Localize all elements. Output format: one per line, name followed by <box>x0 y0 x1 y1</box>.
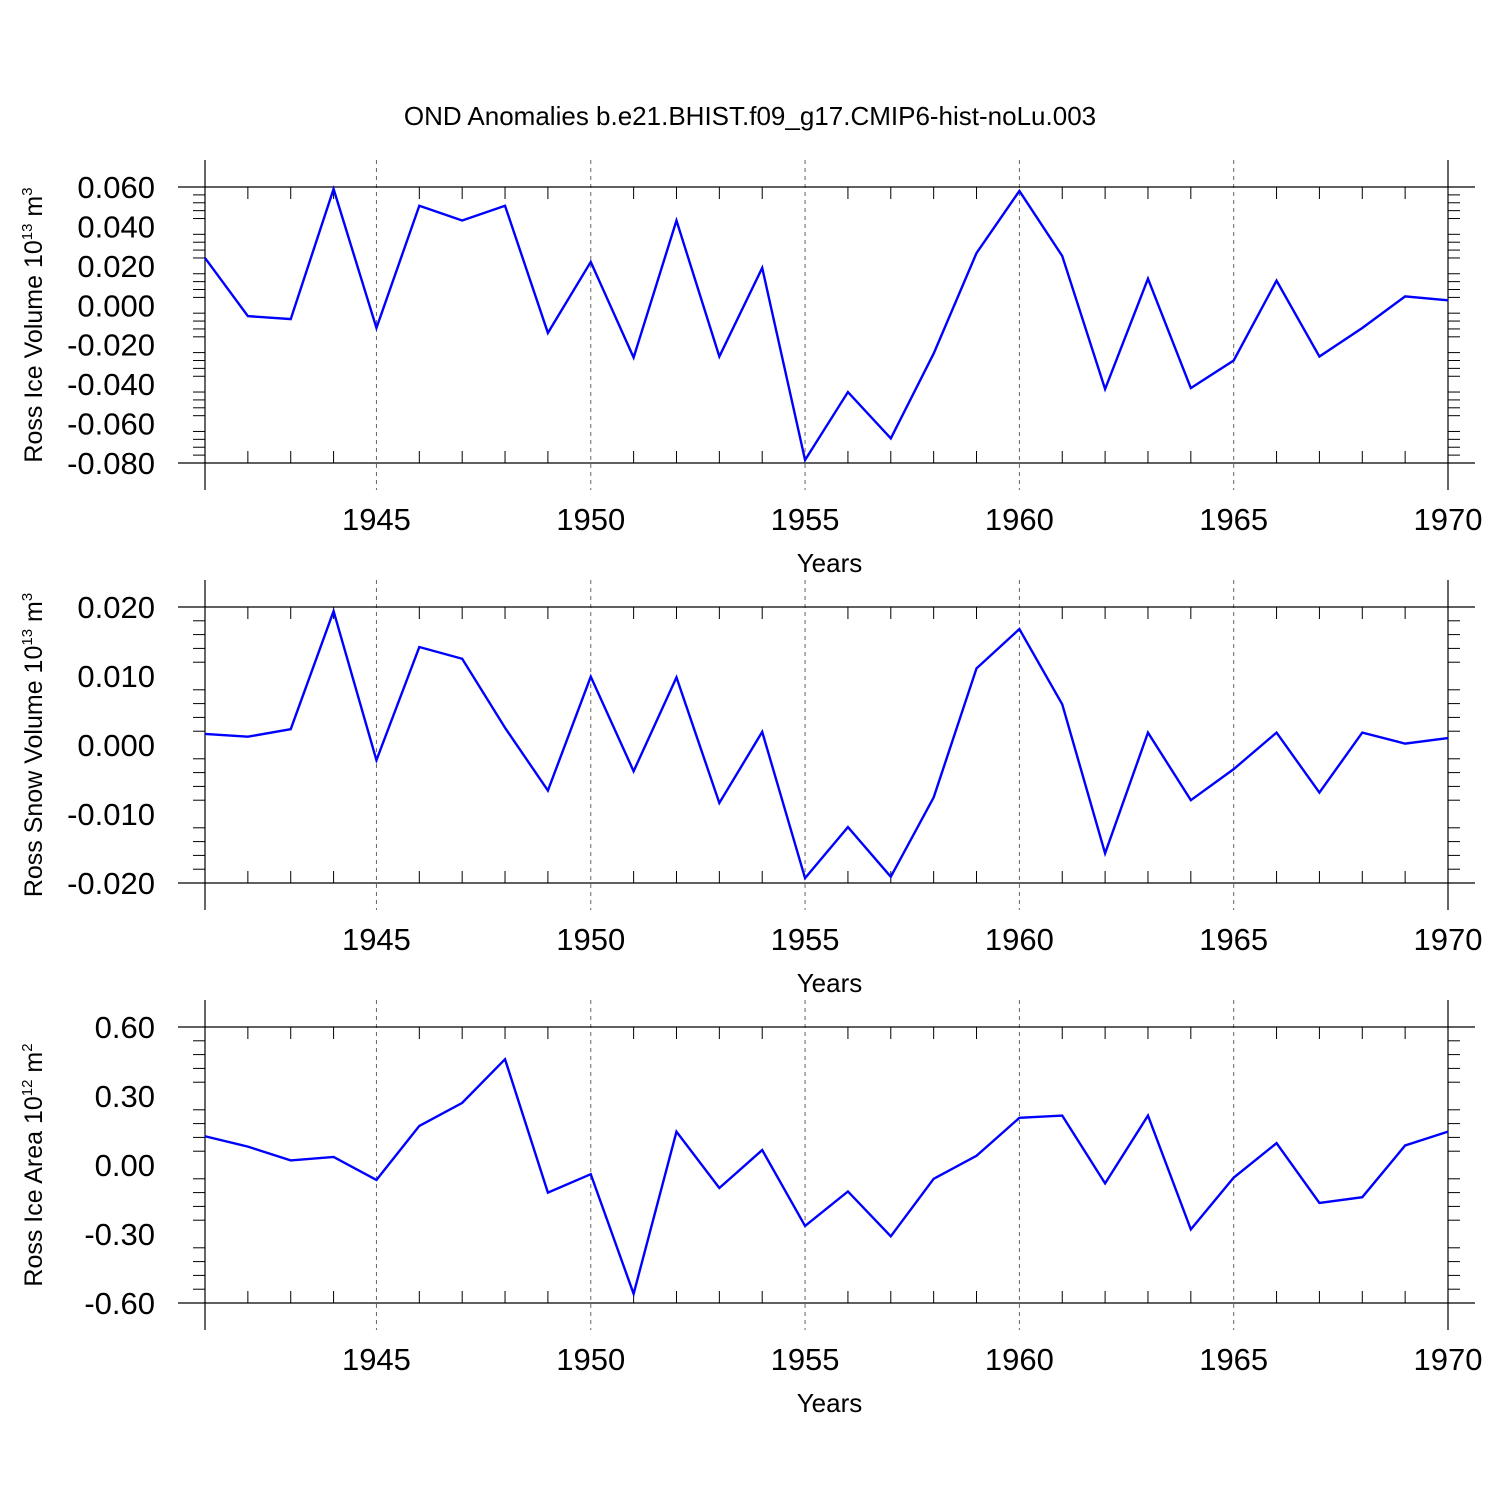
y-tick-label: 0.010 <box>77 659 155 694</box>
y-tick-label: 0.000 <box>77 728 155 763</box>
x-tick-label: 1955 <box>771 922 840 957</box>
panel-3: 0.60 0.30 0.00 -0.30 -0.60 1945 1950 1955 1960 19… <box>19 1000 1482 1418</box>
series-line <box>204 607 1449 881</box>
y-tick-label: -0.060 <box>67 407 155 442</box>
x-tick-label: 1960 <box>985 1342 1054 1377</box>
x-tick-label: 1950 <box>556 502 625 537</box>
panel-2: 0.020 0.010 0.000 -0.010 -0.020 1945 1950 1955 1… <box>19 580 1482 998</box>
main-title: OND Anomalies b.e21.BHIST.f09_g17.CMIP6-… <box>404 101 1096 131</box>
y-tick-label: 0.000 <box>77 288 155 323</box>
x-tick-label: 1965 <box>1199 1342 1268 1377</box>
x-tick-label: 1945 <box>342 922 411 957</box>
y-tick-label: 0.60 <box>95 1010 155 1045</box>
x-tick-label: 1970 <box>1414 502 1483 537</box>
panel-1: 0.060 0.040 0.020 0.000 -0.020 -0.040 -0.060 -0… <box>19 160 1482 578</box>
x-tick-label: 1965 <box>1199 502 1268 537</box>
y-tick-label: -0.60 <box>84 1286 155 1321</box>
series-line <box>204 185 1449 464</box>
y-tick-label: 0.00 <box>95 1148 155 1183</box>
panels: 0.060 0.040 0.020 0.000 -0.020 -0.040 -0.060 -0… <box>19 160 1482 1418</box>
y-tick-label: -0.30 <box>84 1217 155 1252</box>
y-tick-label: -0.010 <box>67 797 155 832</box>
x-axis-title: Years <box>797 1388 863 1418</box>
x-tick-label: 1945 <box>342 502 411 537</box>
series-line <box>204 1056 1449 1298</box>
y-axis-title: Ross Snow Volume 1013 m3 <box>19 593 48 897</box>
x-axis-title: Years <box>797 548 863 578</box>
y-tick-label: -0.020 <box>67 866 155 901</box>
x-tick-label: 1955 <box>771 502 840 537</box>
y-tick-label: -0.080 <box>67 446 155 481</box>
x-tick-label: 1960 <box>985 922 1054 957</box>
y-axis-title: Ross Ice Area 1012 m2 <box>19 1043 48 1286</box>
y-axis-title: Ross Ice Volume 1013 m3 <box>19 187 48 462</box>
y-tick-label: -0.020 <box>67 328 155 363</box>
x-tick-label: 1970 <box>1414 1342 1483 1377</box>
y-tick-label: 0.040 <box>77 209 155 244</box>
x-tick-label: 1945 <box>342 1342 411 1377</box>
y-tick-label: 0.020 <box>77 249 155 284</box>
x-tick-label: 1950 <box>556 1342 625 1377</box>
y-tick-label: 0.060 <box>77 170 155 205</box>
x-tick-label: 1950 <box>556 922 625 957</box>
x-tick-label: 1965 <box>1199 922 1268 957</box>
x-axis-title: Years <box>797 968 863 998</box>
x-tick-label: 1960 <box>985 502 1054 537</box>
x-tick-label: 1955 <box>771 1342 840 1377</box>
y-tick-label: -0.040 <box>67 367 155 402</box>
y-tick-label: 0.020 <box>77 590 155 625</box>
x-tick-label: 1970 <box>1414 922 1483 957</box>
y-tick-label: 0.30 <box>95 1079 155 1114</box>
